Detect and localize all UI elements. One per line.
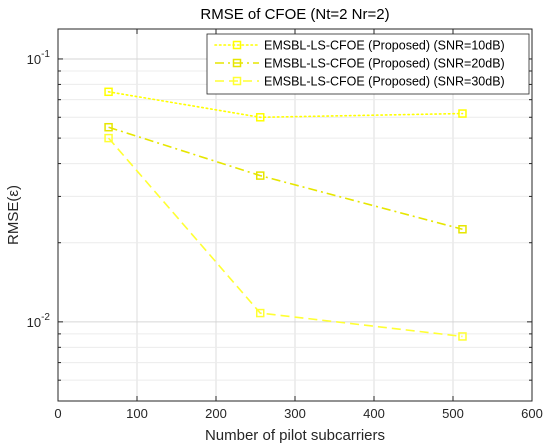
series-1-marker — [255, 113, 265, 122]
series-line-3 — [107, 137, 463, 338]
y-tick-label: 10-2 — [27, 312, 51, 330]
series-1-marker — [104, 87, 113, 97]
legend-marker-2 — [232, 58, 242, 68]
x-tick-label: 400 — [363, 406, 385, 421]
x-tick-label: 600 — [521, 406, 543, 421]
legend-marker-3 — [232, 76, 242, 86]
series-line-2 — [108, 126, 463, 231]
x-tick-label: 500 — [442, 406, 464, 421]
legend-box — [206, 33, 530, 95]
series-3-marker — [104, 133, 113, 143]
series-2-marker — [104, 122, 113, 132]
y-tick-exponent: -1 — [41, 49, 50, 60]
x-tick-label: 300 — [284, 406, 306, 421]
series-1-marker — [458, 109, 467, 118]
x-tick-label: 100 — [126, 406, 148, 421]
legend: EMSBL-LS-CFOE (Proposed) (SNR=10dB) EMSBL… — [206, 33, 530, 95]
x-tick-label: 200 — [205, 406, 227, 421]
series-3-marker — [255, 308, 265, 318]
series-3-marker — [458, 332, 467, 341]
legend-label-1: EMSBL-LS-CFOE (Proposed) (SNR=10dB) — [264, 39, 505, 53]
legend-label-2: EMSBL-LS-CFOE (Proposed) (SNR=20dB) — [264, 57, 505, 71]
y-tick-base: 10 — [27, 52, 41, 67]
y-tick-exponent: -2 — [41, 312, 50, 323]
series-2-marker — [458, 225, 467, 234]
legend-label-3: EMSBL-LS-CFOE (Proposed) (SNR=30dB) — [264, 75, 505, 89]
x-axis-label: Number of pilot subcarriers — [205, 427, 385, 444]
chart-title: RMSE of CFOE (Nt=2 Nr=2) — [200, 6, 389, 23]
legend-marker-1 — [232, 40, 242, 50]
y-tick-label: 10-1 — [27, 49, 51, 67]
y-axis-label: RMSE(ε) — [5, 185, 22, 245]
series-2-marker — [255, 171, 265, 180]
series-group — [104, 87, 467, 341]
x-tick-label: 0 — [54, 406, 61, 421]
series-line-1 — [107, 91, 464, 119]
y-tick-base: 10 — [27, 315, 41, 330]
